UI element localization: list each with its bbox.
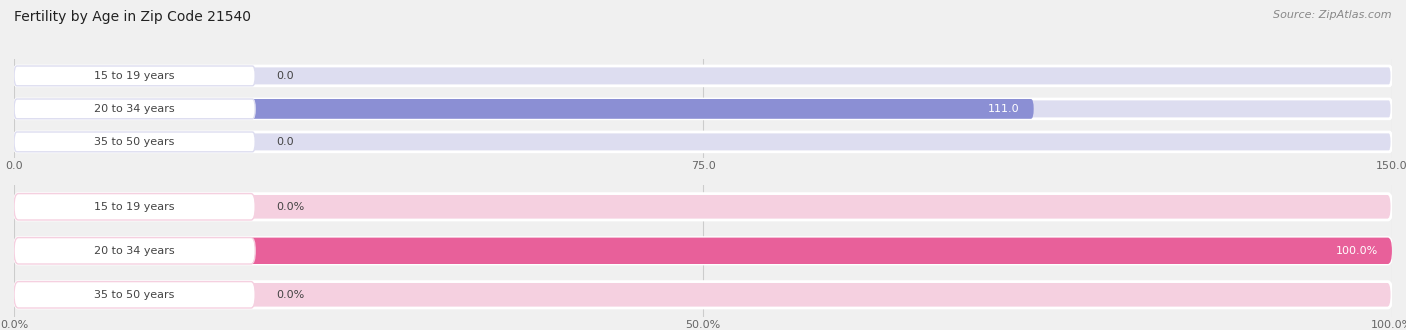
FancyBboxPatch shape xyxy=(14,194,256,220)
FancyBboxPatch shape xyxy=(14,99,256,119)
FancyBboxPatch shape xyxy=(14,238,256,264)
FancyBboxPatch shape xyxy=(14,281,256,308)
FancyBboxPatch shape xyxy=(14,194,1392,220)
FancyBboxPatch shape xyxy=(14,238,1392,264)
Text: 100.0%: 100.0% xyxy=(1336,246,1378,256)
Text: 20 to 34 years: 20 to 34 years xyxy=(94,246,174,256)
Text: Source: ZipAtlas.com: Source: ZipAtlas.com xyxy=(1274,10,1392,20)
Text: 0.0%: 0.0% xyxy=(276,290,304,300)
FancyBboxPatch shape xyxy=(14,66,1392,86)
Text: 0.0: 0.0 xyxy=(276,137,294,147)
FancyBboxPatch shape xyxy=(14,99,1033,119)
FancyBboxPatch shape xyxy=(14,281,1392,308)
FancyBboxPatch shape xyxy=(14,132,1392,152)
FancyBboxPatch shape xyxy=(14,66,256,86)
Text: 0.0%: 0.0% xyxy=(276,202,304,212)
Text: 20 to 34 years: 20 to 34 years xyxy=(94,104,174,114)
Text: 0.0: 0.0 xyxy=(276,71,294,81)
Text: 111.0: 111.0 xyxy=(988,104,1019,114)
Text: 15 to 19 years: 15 to 19 years xyxy=(94,71,174,81)
FancyBboxPatch shape xyxy=(14,238,1392,264)
Text: 35 to 50 years: 35 to 50 years xyxy=(94,290,174,300)
Text: 35 to 50 years: 35 to 50 years xyxy=(94,137,174,147)
FancyBboxPatch shape xyxy=(14,99,1392,119)
Text: Fertility by Age in Zip Code 21540: Fertility by Age in Zip Code 21540 xyxy=(14,10,252,24)
FancyBboxPatch shape xyxy=(14,132,256,152)
Text: 15 to 19 years: 15 to 19 years xyxy=(94,202,174,212)
